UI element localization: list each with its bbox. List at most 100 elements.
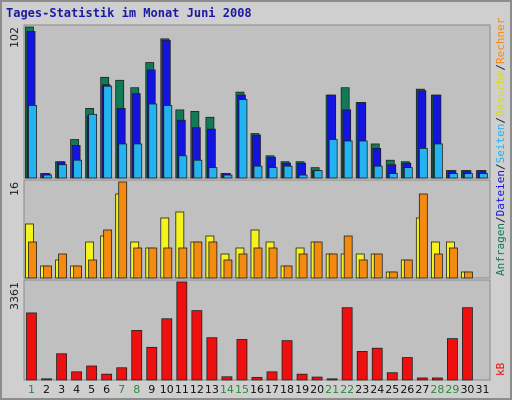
legend-entry-rechner: Rechner <box>494 17 507 64</box>
legend-top: Anfragen/Dateien/Seiten/Besuche/Rechner <box>494 17 507 276</box>
bar-kb-day-29 <box>446 338 458 381</box>
x-tick-label-day-12: 12 <box>190 383 204 396</box>
bar-kb-day-18 <box>281 340 293 381</box>
x-tick-label-day-20: 20 <box>310 383 324 396</box>
bar-kb-day-28 <box>431 377 443 381</box>
legend-entry-separator: / <box>494 64 507 71</box>
bar-rechner-day-20 <box>313 241 323 279</box>
bar-seiten-day-24 <box>373 165 383 179</box>
legend-entry-separator: / <box>494 216 507 223</box>
bar-rechner-day-2 <box>43 265 52 279</box>
bar-seiten-day-22 <box>343 140 353 179</box>
bar-kb-day-8 <box>131 330 143 381</box>
x-tick-label-day-28: 28 <box>430 383 444 396</box>
bar-kb-day-26 <box>401 357 413 381</box>
bar-kb-day-9 <box>146 346 158 381</box>
bar-seiten-day-29 <box>448 173 458 179</box>
bar-seiten-day-12 <box>193 159 203 179</box>
bar-kb-day-10 <box>161 318 173 381</box>
bar-seiten-day-23 <box>358 140 368 179</box>
legend-top-text: Anfragen/Dateien/Seiten/Besuche/Rechner <box>494 17 507 276</box>
bar-kb-day-1 <box>26 312 37 381</box>
x-tick-label-day-4: 4 <box>73 383 80 396</box>
x-tick-label-day-29: 29 <box>445 383 459 396</box>
bar-rechner-day-29 <box>448 247 458 279</box>
bar-rechner-day-18 <box>283 265 293 279</box>
bar-kb-day-5 <box>86 365 98 381</box>
bar-rechner-day-25 <box>388 271 398 279</box>
bar-seiten-day-9 <box>148 103 158 179</box>
bar-rechner-day-23 <box>358 259 368 279</box>
bar-seiten-day-4 <box>73 159 82 179</box>
x-tick-label-day-21: 21 <box>325 383 339 396</box>
legend-entry-seiten: Seiten <box>494 124 507 164</box>
bar-rechner-day-27 <box>418 193 428 279</box>
bar-kb-day-16 <box>251 376 263 381</box>
bar-rechner-day-26 <box>403 259 413 279</box>
bar-kb-day-11 <box>176 281 188 381</box>
bar-rechner-day-13 <box>208 241 218 279</box>
bar-seiten-day-19 <box>298 174 308 179</box>
bar-seiten-day-25 <box>388 173 398 179</box>
bar-rechner-day-8 <box>133 247 143 279</box>
bar-rechner-day-17 <box>268 247 278 279</box>
bar-rechner-day-15 <box>238 253 248 279</box>
x-tick-label-day-5: 5 <box>88 383 95 396</box>
bar-kb-day-3 <box>56 353 67 381</box>
bar-seiten-day-21 <box>328 139 338 179</box>
panel-hits-ymax-label: 102 <box>8 27 21 48</box>
bar-kb-day-19 <box>296 373 308 381</box>
x-tick-label-day-31: 31 <box>475 383 489 396</box>
bar-rechner-day-16 <box>253 247 263 279</box>
bar-rechner-day-24 <box>373 253 383 279</box>
x-tick-label-day-14: 14 <box>220 383 234 396</box>
panel-kb-background <box>23 279 491 381</box>
x-tick-label-day-3: 3 <box>58 383 65 396</box>
bar-seiten-day-13 <box>208 167 218 179</box>
bar-seiten-day-14 <box>223 174 233 179</box>
bar-rechner-day-11 <box>178 247 188 279</box>
bar-seiten-day-1 <box>28 105 37 179</box>
bar-rechner-day-22 <box>343 235 353 279</box>
x-tick-label-day-13: 13 <box>205 383 219 396</box>
bar-rechner-day-10 <box>163 247 173 279</box>
bar-seiten-day-10 <box>163 105 173 179</box>
x-tick-label-day-1: 1 <box>28 383 35 396</box>
legend-bottom: kB <box>494 362 507 376</box>
bar-kb-day-13 <box>206 337 218 381</box>
bar-seiten-day-20 <box>313 170 323 179</box>
bar-seiten-day-8 <box>133 143 143 179</box>
x-tick-label-day-24: 24 <box>370 383 384 396</box>
bar-kb-day-15 <box>236 339 248 381</box>
bar-seiten-day-16 <box>253 165 263 179</box>
bar-rechner-day-14 <box>223 259 233 279</box>
bar-kb-day-17 <box>266 371 278 381</box>
bar-seiten-day-3 <box>58 164 67 179</box>
x-tick-label-day-25: 25 <box>385 383 399 396</box>
bar-kb-day-14 <box>221 376 233 381</box>
bar-seiten-day-15 <box>238 99 248 179</box>
legend-entry-separator: / <box>494 163 507 170</box>
bar-seiten-day-7 <box>118 143 128 179</box>
bar-seiten-day-28 <box>433 143 443 179</box>
bar-kb-day-2 <box>41 378 52 381</box>
bar-kb-day-12 <box>191 310 203 381</box>
bar-seiten-day-18 <box>283 165 293 179</box>
x-tick-label-day-7: 7 <box>118 383 125 396</box>
bar-seiten-day-17 <box>268 167 278 179</box>
bar-rechner-day-7 <box>118 181 128 279</box>
x-tick-label-day-10: 10 <box>160 383 174 396</box>
x-tick-label-day-6: 6 <box>103 383 110 396</box>
x-tick-label-day-27: 27 <box>415 383 429 396</box>
bar-kb-day-6 <box>101 373 113 381</box>
bar-seiten-day-11 <box>178 155 188 179</box>
bar-rechner-day-4 <box>73 265 82 279</box>
bar-kb-day-30 <box>462 307 473 381</box>
bar-rechner-day-3 <box>58 253 67 279</box>
legend-entry-kb: kB <box>494 362 507 376</box>
x-tick-label-day-18: 18 <box>280 383 294 396</box>
bar-seiten-day-26 <box>403 167 413 179</box>
bar-kb-day-24 <box>371 347 383 381</box>
bar-kb-day-27 <box>416 377 428 381</box>
